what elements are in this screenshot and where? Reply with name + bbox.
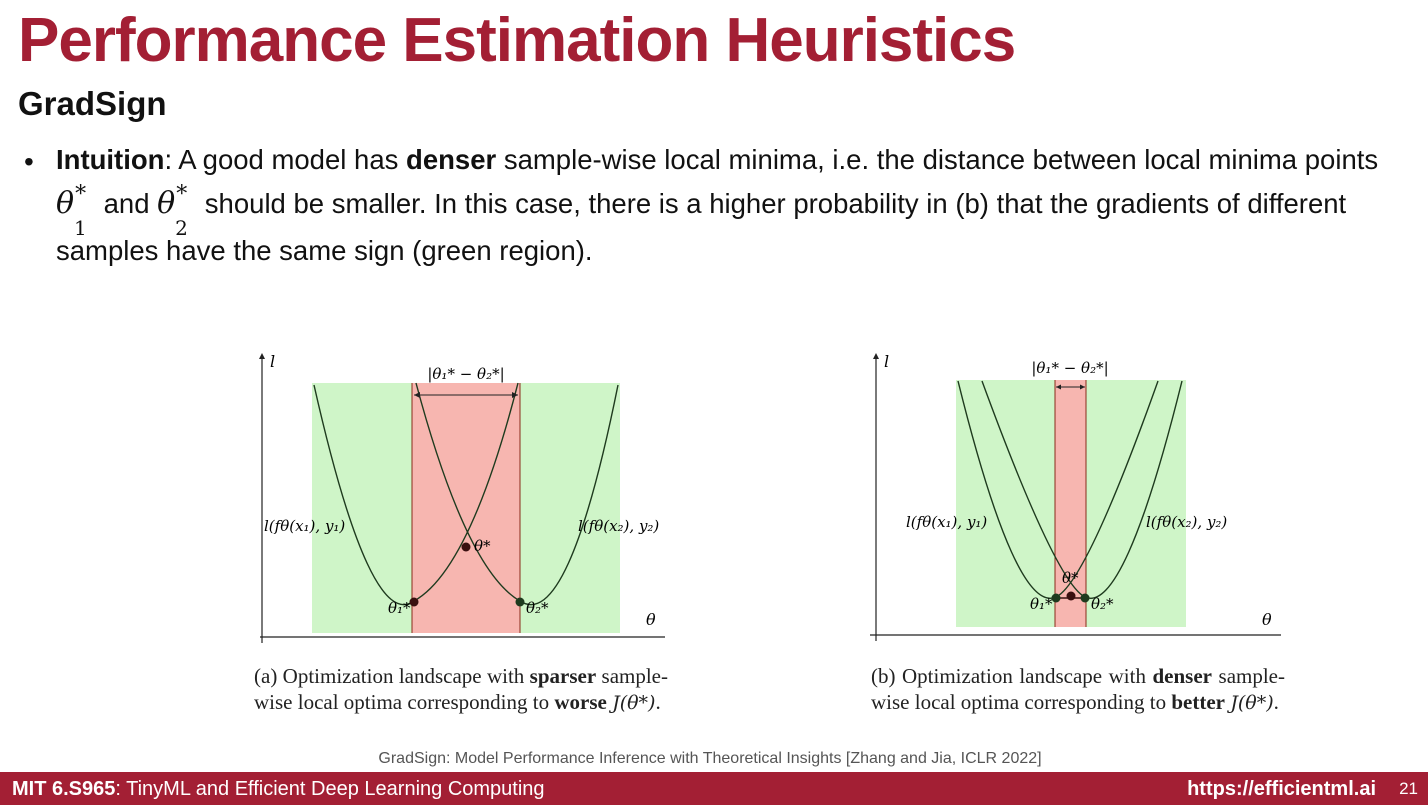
caption-a: (a) Optimization landscape with sparser … [254,664,669,714]
bullet-bold-denser: denser [406,144,497,175]
bullet-lead: Intuition [56,144,165,175]
intersection-point [461,542,471,552]
distance-arrowhead-left [1056,384,1061,390]
bullet-text-1: : A good model has [164,144,407,175]
intuition-bullet: Intuition: A good model has denser sampl… [56,138,1386,273]
theta2-star-math: θ* 2 [157,182,188,240]
figure-a: l θ |θ₁* − θ₂*| l(fθ(x₁), y₁) l(fθ(x₂), … [250,345,680,650]
x-axis-label: θ [1262,610,1272,629]
theta1-star-math: θ* 1 [56,182,87,240]
figure-a-plot: l θ |θ₁* − θ₂*| l(fθ(x₁), y₁) l(fθ(x₂), … [259,352,665,643]
distance-arrowhead-right [1080,384,1085,390]
curve-2-label: l(fθ(x₂), y₂) [578,517,659,535]
minimum-2-label: θ₂* [1091,595,1114,613]
course-title: MIT 6.S965: TinyML and Efficient Deep Le… [12,778,545,800]
minimum-point-2 [1080,593,1090,603]
minimum-point-2 [515,597,525,607]
y-axis-arrow [873,353,879,359]
figure-b-plot: l θ |θ₁* − θ₂*| l(fθ(x₁), y₁) l(fθ(x₂), … [870,352,1281,641]
course-url[interactable]: https://efficientml.ai [1187,778,1376,800]
bullet-text-4: should be smaller. In this case, there i… [56,188,1347,266]
distance-label: |θ₁* − θ₂*| [427,365,504,383]
minimum-point-1 [1051,593,1061,603]
y-axis-label: l [884,352,889,371]
distance-label: |θ₁* − θ₂*| [1031,359,1108,377]
slide-title: Performance Estimation Heuristics [18,6,1016,75]
minimum-point-1 [409,597,419,607]
distance-arrowhead-left [414,392,420,398]
bullet-text-2: sample-wise local minima, i.e. the dista… [496,144,1379,175]
bullet-text-3: and [96,188,158,219]
red-region [1055,380,1086,627]
y-axis-label: l [270,352,275,371]
distance-arrowhead-right [512,392,518,398]
curve-1-label: l(fθ(x₁), y₁) [264,517,345,535]
curve-2-label: l(fθ(x₂), y₂) [1146,513,1227,531]
slide-subtitle: GradSign [18,85,167,122]
center-label: θ* [474,537,491,555]
minimum-1-label: θ₁* [1030,595,1053,613]
figure-b: l θ |θ₁* − θ₂*| l(fθ(x₁), y₁) l(fθ(x₂), … [866,345,1296,650]
page-number: 21 [1399,779,1418,798]
bullet-dot: • [24,146,34,177]
footer-bar: MIT 6.S965: TinyML and Efficient Deep Le… [0,772,1428,805]
minimum-1-label: θ₁* [388,599,411,617]
center-label: θ* [1062,569,1079,587]
citation: GradSign: Model Performance Inference wi… [378,750,1042,767]
minimum-2-label: θ₂* [526,599,549,617]
y-axis-arrow [259,353,265,359]
x-axis-label: θ [646,610,656,629]
curve-1-label: l(fθ(x₁), y₁) [906,513,987,531]
caption-b: (b) Optimization landscape with denser s… [871,664,1285,714]
red-region [412,383,520,633]
intersection-point [1066,591,1076,601]
